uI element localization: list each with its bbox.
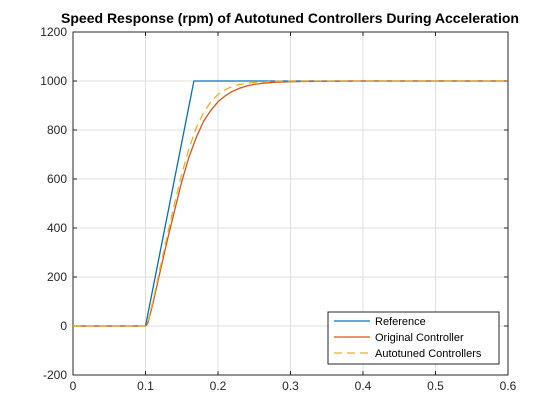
x-tick-label: 0.4 (355, 379, 372, 393)
x-tick-label: 0.6 (500, 379, 517, 393)
series-line-2 (73, 80, 508, 327)
legend: Reference Original Controller Autotuned Co… (327, 311, 500, 365)
series-line-1 (73, 80, 508, 327)
y-tick-label: -200 (43, 368, 67, 382)
y-tick-label: 0 (60, 319, 67, 333)
legend-entry-label: Original Controller (375, 332, 464, 344)
y-tick-label: 1200 (40, 25, 67, 39)
y-tick-label: 600 (47, 172, 67, 186)
x-tick-label: 0.5 (427, 379, 444, 393)
legend-entry-label: Reference (375, 316, 426, 328)
x-tick-label: 0.1 (137, 379, 154, 393)
x-tick-label: 0.3 (282, 379, 299, 393)
y-tick-label: 400 (47, 221, 67, 235)
series-layer (73, 80, 508, 327)
y-tick-label: 1000 (40, 74, 67, 88)
y-tick-label: 200 (47, 270, 67, 284)
x-tick-label: 0.2 (210, 379, 227, 393)
axis-ticks: 0 0.1 0.2 0.3 0.4 0.5 0.6-20002004006008001000… (40, 25, 516, 393)
x-tick-label: 0 (70, 379, 77, 393)
chart-title: Speed Response (rpm) of Autotuned Contro… (61, 10, 519, 26)
legend-entry-label: Autotuned Controllers (375, 348, 482, 360)
y-tick-label: 800 (47, 123, 67, 137)
